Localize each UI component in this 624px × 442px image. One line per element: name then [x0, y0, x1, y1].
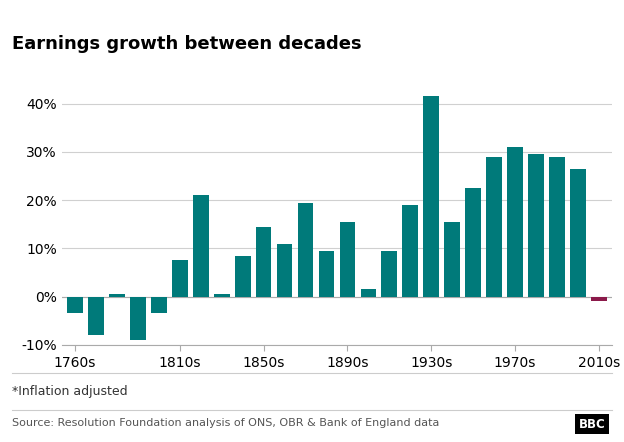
Text: Source: Resolution Foundation analysis of ONS, OBR & Bank of England data: Source: Resolution Foundation analysis o…: [12, 418, 440, 428]
Bar: [67, 297, 83, 313]
Bar: [591, 297, 607, 301]
Bar: [88, 297, 104, 335]
Text: *Inflation adjusted: *Inflation adjusted: [12, 385, 128, 397]
Bar: [549, 157, 565, 297]
Bar: [235, 255, 250, 297]
Bar: [361, 290, 376, 297]
Bar: [339, 222, 355, 297]
Bar: [319, 251, 334, 297]
Bar: [444, 222, 460, 297]
Bar: [151, 297, 167, 313]
Bar: [570, 169, 586, 297]
Bar: [214, 294, 230, 297]
Text: Earnings growth between decades: Earnings growth between decades: [12, 35, 362, 53]
Bar: [466, 188, 481, 297]
Bar: [276, 244, 293, 297]
Bar: [109, 294, 125, 297]
Bar: [381, 251, 397, 297]
Bar: [528, 154, 544, 297]
Bar: [130, 297, 146, 340]
Bar: [172, 260, 188, 297]
Bar: [424, 96, 439, 297]
Bar: [193, 195, 208, 297]
Bar: [256, 227, 271, 297]
Text: BBC: BBC: [578, 418, 605, 431]
Bar: [402, 205, 418, 297]
Bar: [486, 157, 502, 297]
Bar: [298, 202, 313, 297]
Bar: [507, 147, 523, 297]
